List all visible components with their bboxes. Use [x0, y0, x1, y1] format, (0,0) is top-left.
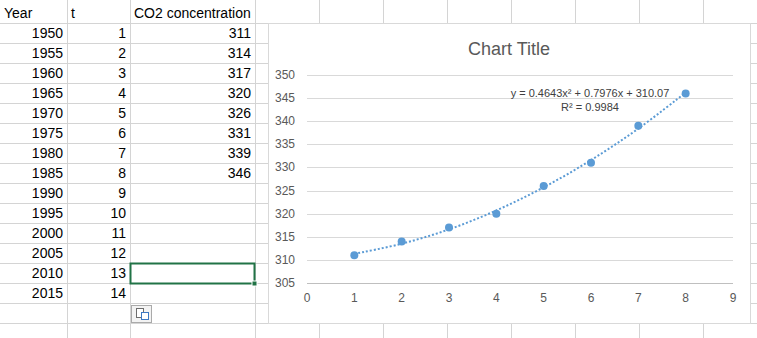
- grid-line: [307, 167, 733, 168]
- cell: 1955: [32, 45, 63, 61]
- trendline-label: R² = 0.9984: [561, 101, 619, 113]
- grid-line: [307, 214, 733, 215]
- grid-line: [307, 121, 733, 122]
- cell: 7: [118, 145, 126, 161]
- grid-line: [307, 237, 733, 238]
- paste-options-icon[interactable]: [132, 306, 152, 323]
- grid-line: [307, 283, 733, 284]
- header-cell: t: [71, 5, 75, 21]
- cell: 1960: [32, 65, 63, 81]
- header-cell: Year: [4, 5, 33, 21]
- chart-title: Chart Title: [468, 39, 550, 59]
- icon-frame: [132, 306, 152, 323]
- data-point: [492, 210, 500, 218]
- cell: 1975: [32, 125, 63, 141]
- grid-line: [307, 144, 733, 145]
- cell: 14: [110, 285, 126, 301]
- cell: 1: [118, 25, 126, 41]
- y-tick-label: 305: [275, 276, 295, 290]
- cell: 2005: [32, 245, 63, 261]
- x-tick-label: 5: [540, 291, 547, 305]
- cell: 1970: [32, 105, 63, 121]
- y-tick-label: 345: [275, 91, 295, 105]
- grid-line: [307, 260, 733, 261]
- data-point: [445, 224, 453, 232]
- cell: 13: [110, 265, 126, 281]
- cell: 8: [118, 165, 126, 181]
- y-tick-label: 350: [275, 68, 295, 82]
- y-tick-label: 325: [275, 184, 295, 198]
- y-tick-label: 320: [275, 207, 295, 221]
- cell: 5: [118, 105, 126, 121]
- cell: 2010: [32, 265, 63, 281]
- cell: 4: [118, 85, 126, 101]
- grid-line: [307, 191, 733, 192]
- x-tick-label: 6: [588, 291, 595, 305]
- x-tick-label: 8: [682, 291, 689, 305]
- cell: 317: [228, 65, 252, 81]
- cell: 326: [228, 105, 252, 121]
- y-tick-label: 330: [275, 160, 295, 174]
- cell: 1950: [32, 25, 63, 41]
- row-line: [0, 283, 757, 284]
- cell: 314: [228, 45, 252, 61]
- x-tick-label: 9: [730, 291, 737, 305]
- x-tick-label: 1: [351, 291, 358, 305]
- data-point: [540, 182, 548, 190]
- x-tick-label: 4: [493, 291, 500, 305]
- trendline: [354, 93, 685, 254]
- x-tick-label: 2: [398, 291, 405, 305]
- cell: 1980: [32, 145, 63, 161]
- spreadsheet: YeartCO2 concentration195013111955231419…: [0, 0, 757, 338]
- cell: 331: [228, 125, 252, 141]
- cell: 1990: [32, 185, 63, 201]
- y-tick-label: 315: [275, 230, 295, 244]
- y-tick-label: 335: [275, 137, 295, 151]
- x-tick-label: 7: [635, 291, 642, 305]
- col-line: [67, 0, 68, 338]
- cell: 2000: [32, 225, 63, 241]
- header-cell: CO2 concentration: [134, 5, 251, 21]
- x-axis-line: [307, 283, 733, 284]
- cell: 339: [228, 145, 252, 161]
- cell: 346: [228, 165, 252, 181]
- cell: 9: [118, 185, 126, 201]
- cell: 11: [111, 225, 126, 241]
- page: YeartCO2 concentration195013111955231419…: [0, 0, 757, 338]
- col-line: [130, 0, 131, 338]
- cell: 311: [229, 25, 252, 41]
- icon-page: [142, 313, 149, 320]
- cell: 6: [118, 125, 126, 141]
- y-tick-label: 340: [275, 114, 295, 128]
- data-point: [350, 251, 358, 259]
- data-point: [398, 237, 406, 245]
- col-line: [255, 0, 256, 338]
- x-tick-label: 3: [446, 291, 453, 305]
- cell: 2: [118, 45, 126, 61]
- cell: 1985: [32, 165, 63, 181]
- cell: 3: [118, 65, 126, 81]
- cell: 320: [228, 85, 252, 101]
- chart: Chart Title30531031532032533033534034535…: [269, 24, 751, 324]
- cell: 10: [110, 205, 126, 221]
- cell: 2015: [32, 285, 63, 301]
- x-tick-label: 0: [304, 291, 311, 305]
- data-point: [682, 89, 690, 97]
- plot-marks: [350, 89, 689, 259]
- trendline-label: y = 0.4643x² + 0.7976x + 310.07: [511, 87, 670, 99]
- selected-cell: [131, 264, 255, 284]
- sheet-bg: [0, 0, 757, 338]
- data-point: [634, 122, 642, 130]
- y-tick-label: 310: [275, 253, 295, 267]
- cell: 1995: [32, 205, 63, 221]
- cell: 12: [110, 245, 126, 261]
- grid-line: [307, 75, 733, 76]
- data-point: [587, 159, 595, 167]
- fill-handle: [252, 281, 257, 286]
- chart-area: [269, 24, 751, 324]
- cell: 1965: [32, 85, 63, 101]
